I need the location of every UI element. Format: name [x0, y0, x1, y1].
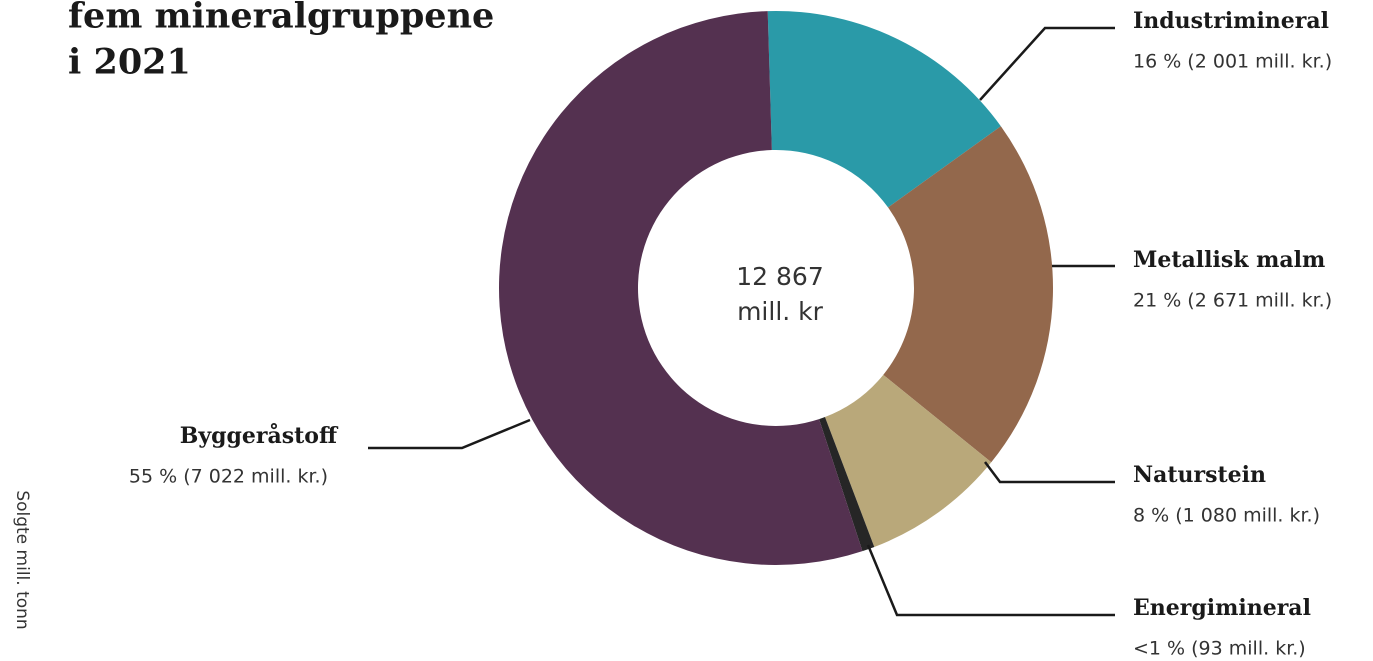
donut-slice: [883, 126, 1053, 463]
slice-label: Naturstein: [1133, 462, 1266, 488]
value-label: <1 % (93 mill. kr.): [1133, 638, 1306, 660]
slice-label: Industrimineral: [1133, 8, 1329, 34]
chart-title: fem mineralgruppene: [68, 0, 494, 37]
leader-line: [979, 26, 1115, 101]
slice-label: Energimineral: [1133, 595, 1311, 621]
slice-label: Metallisk malm: [1133, 247, 1325, 273]
value-label: 21 % (2 671 mill. kr.): [1133, 290, 1332, 312]
center-label: 12 867: [736, 262, 823, 291]
value-label: 16 % (2 001 mill. kr.): [1133, 51, 1332, 73]
side-label: Solgte mill. tonn: [12, 490, 32, 629]
donut-slice: [819, 417, 875, 552]
chart-title: i 2021: [68, 42, 191, 83]
donut-slice: [498, 11, 863, 566]
center-label: mill. kr: [737, 297, 824, 326]
value-label: 8 % (1 080 mill. kr.): [1133, 505, 1320, 527]
leader-line: [984, 461, 1115, 484]
leader-line: [866, 544, 1115, 617]
leader-line: [368, 418, 531, 450]
value-label: 55 % (7 022 mill. kr.): [129, 466, 328, 488]
slice-label: Byggeråstoff: [180, 423, 339, 449]
donut-slice: [824, 374, 992, 547]
donut-slice: [767, 11, 1001, 208]
